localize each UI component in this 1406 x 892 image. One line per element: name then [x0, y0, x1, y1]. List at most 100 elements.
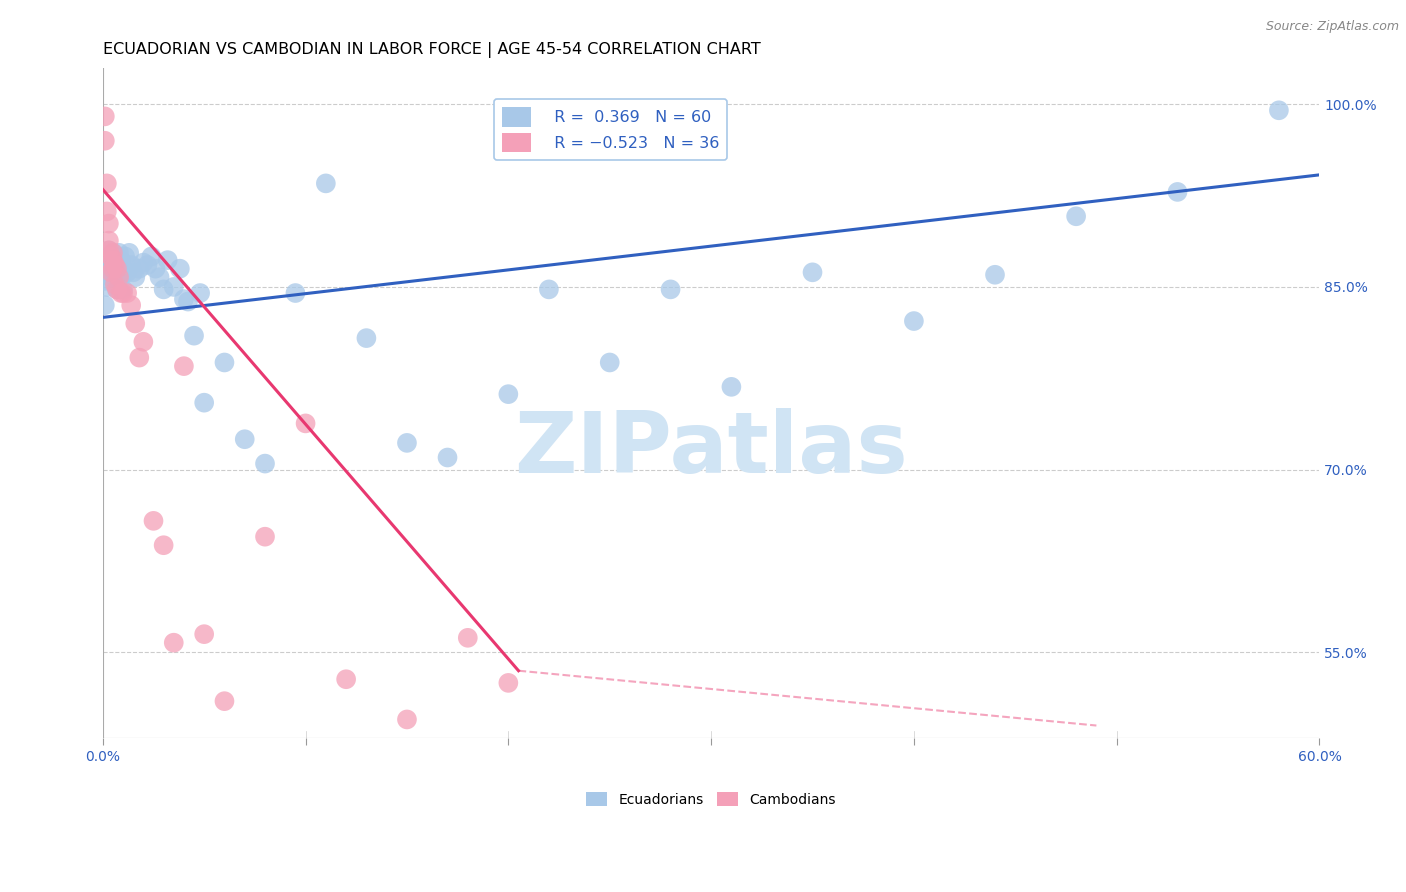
Point	[233, 432, 256, 446]
Point	[169, 261, 191, 276]
Point	[152, 282, 174, 296]
Point	[105, 282, 128, 296]
Point	[96, 177, 118, 191]
Point	[395, 713, 418, 727]
Point	[163, 635, 186, 649]
Point	[128, 261, 150, 276]
Point	[214, 355, 236, 369]
Point	[214, 694, 236, 708]
Point	[720, 380, 742, 394]
Point	[96, 204, 118, 219]
Point	[148, 270, 170, 285]
Point	[1064, 209, 1087, 223]
Point	[1166, 185, 1188, 199]
Point	[141, 250, 163, 264]
Point	[94, 274, 117, 288]
Point	[193, 395, 215, 409]
Point	[94, 109, 117, 123]
Point	[132, 255, 155, 269]
Point	[1268, 103, 1291, 118]
Text: ZIPatlas: ZIPatlas	[515, 408, 908, 491]
Point	[94, 298, 117, 312]
Point	[188, 286, 211, 301]
Point	[101, 253, 124, 268]
Point	[108, 245, 131, 260]
Point	[903, 314, 925, 328]
Point	[108, 258, 131, 272]
Point	[436, 450, 458, 465]
Text: ECUADORIAN VS CAMBODIAN IN LABOR FORCE | AGE 45-54 CORRELATION CHART: ECUADORIAN VS CAMBODIAN IN LABOR FORCE |…	[103, 42, 761, 58]
Point	[122, 265, 145, 279]
Point	[96, 255, 118, 269]
Point	[173, 359, 195, 373]
Point	[163, 280, 186, 294]
Legend: Ecuadorians, Cambodians: Ecuadorians, Cambodians	[579, 785, 842, 814]
Point	[284, 286, 307, 301]
Point	[104, 255, 127, 269]
Point	[136, 258, 159, 272]
Point	[177, 294, 200, 309]
Point	[104, 270, 127, 285]
Point	[110, 270, 132, 285]
Point	[96, 280, 118, 294]
Point	[101, 245, 124, 260]
Point	[101, 261, 124, 276]
Point	[152, 538, 174, 552]
Point	[112, 265, 135, 279]
Point	[112, 286, 135, 301]
Point	[110, 253, 132, 268]
Point	[142, 514, 165, 528]
Point	[94, 134, 117, 148]
Point	[395, 436, 418, 450]
Point	[100, 265, 122, 279]
Text: Source: ZipAtlas.com: Source: ZipAtlas.com	[1265, 20, 1399, 33]
Point	[97, 244, 120, 258]
Point	[253, 530, 276, 544]
Point	[108, 270, 131, 285]
Point	[193, 627, 215, 641]
Point	[124, 270, 146, 285]
Point	[105, 261, 128, 276]
Point	[110, 286, 132, 301]
Point	[120, 258, 142, 272]
Point	[183, 328, 205, 343]
Point	[599, 355, 621, 369]
Point	[112, 282, 135, 296]
Point	[801, 265, 824, 279]
Point	[97, 244, 120, 258]
Point	[100, 250, 122, 264]
Point	[356, 331, 378, 345]
Point	[984, 268, 1007, 282]
Point	[315, 177, 337, 191]
Point	[498, 676, 520, 690]
Point	[537, 282, 560, 296]
Point	[104, 258, 127, 272]
Point	[124, 317, 146, 331]
Point	[294, 417, 316, 431]
Point	[100, 270, 122, 285]
Point	[100, 250, 122, 264]
Point	[97, 217, 120, 231]
Point	[115, 286, 138, 301]
Point	[173, 292, 195, 306]
Point	[114, 250, 136, 264]
Point	[498, 387, 520, 401]
Point	[120, 298, 142, 312]
Point	[128, 351, 150, 365]
Point	[253, 457, 276, 471]
Point	[105, 282, 128, 296]
Point	[105, 250, 128, 264]
Point	[104, 277, 127, 292]
Point	[659, 282, 682, 296]
Point	[115, 265, 138, 279]
Point	[335, 672, 357, 686]
Point	[101, 265, 124, 279]
Point	[118, 245, 141, 260]
Point	[97, 261, 120, 276]
Point	[156, 253, 179, 268]
Point	[97, 234, 120, 248]
Point	[145, 261, 167, 276]
Point	[132, 334, 155, 349]
Point	[101, 245, 124, 260]
Point	[457, 631, 479, 645]
